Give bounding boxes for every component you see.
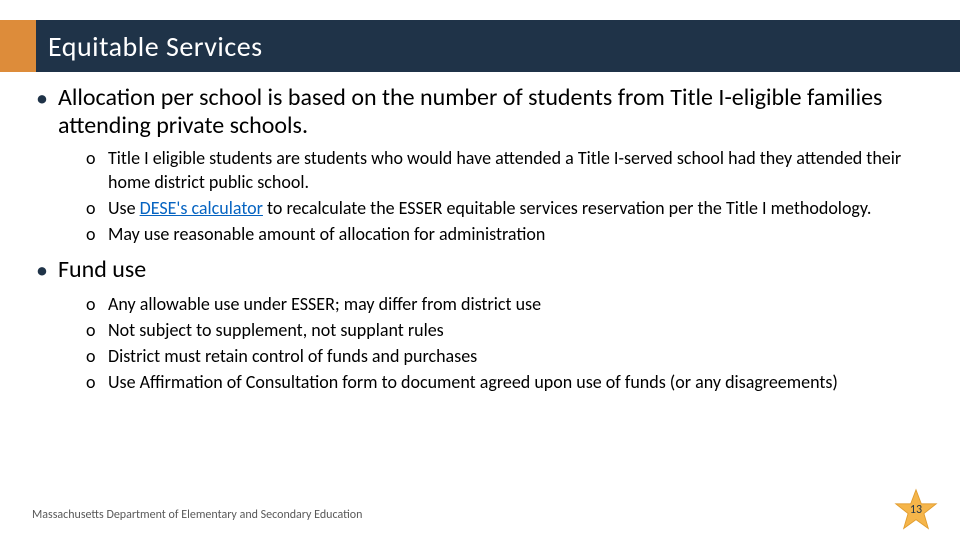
footer-text: Massachusetts Department of Elementary a… xyxy=(32,508,362,522)
slide: Equitable Services • Allocation per scho… xyxy=(0,0,960,540)
content-region: • Allocation per school is based on the … xyxy=(32,84,940,404)
sub-bullet-list: o Any allowable use under ESSER; may dif… xyxy=(86,292,940,394)
bullet-dot-icon: • xyxy=(36,256,48,286)
bullet-dot-icon: • xyxy=(36,84,48,140)
sub-bullet-item: o Not subject to supplement, not supplan… xyxy=(86,318,940,342)
circle-bullet-icon: o xyxy=(86,370,100,394)
sub-bullet-text: Any allowable use under ESSER; may diffe… xyxy=(108,292,940,316)
circle-bullet-icon: o xyxy=(86,344,100,368)
circle-bullet-icon: o xyxy=(86,196,100,220)
page-number: 13 xyxy=(894,488,938,532)
accent-tab xyxy=(0,20,36,72)
bullet-item: • Fund use xyxy=(32,256,940,286)
sub-bullet-text: District must retain control of funds an… xyxy=(108,344,940,368)
sub-bullet-list: o Title I eligible students are students… xyxy=(86,146,940,246)
circle-bullet-icon: o xyxy=(86,222,100,246)
sub-bullet-item: o Use Affirmation of Consultation form t… xyxy=(86,370,940,394)
bullet-text: Allocation per school is based on the nu… xyxy=(58,84,940,140)
sub-bullet-item: o Any allowable use under ESSER; may dif… xyxy=(86,292,940,316)
bullet-item: • Allocation per school is based on the … xyxy=(32,84,940,140)
page-number-star: 13 xyxy=(894,488,938,532)
sub-bullet-item: o Title I eligible students are students… xyxy=(86,146,940,194)
dese-calculator-link[interactable]: DESE's calculator xyxy=(140,197,263,219)
slide-title: Equitable Services xyxy=(48,29,263,64)
circle-bullet-icon: o xyxy=(86,146,100,194)
sub-bullet-text: Not subject to supplement, not supplant … xyxy=(108,318,940,342)
sub-bullet-text: Title I eligible students are students w… xyxy=(108,146,940,194)
bullet-text: Fund use xyxy=(58,256,940,286)
sub-bullet-item: o Use DESE's calculator to recalculate t… xyxy=(86,196,940,220)
sub-bullet-item: o District must retain control of funds … xyxy=(86,344,940,368)
sub-bullet-text: Use DESE's calculator to recalculate the… xyxy=(108,196,940,220)
sub-bullet-item: o May use reasonable amount of allocatio… xyxy=(86,222,940,246)
sub-bullet-text: May use reasonable amount of allocation … xyxy=(108,222,940,246)
title-bar: Equitable Services xyxy=(0,20,960,72)
sub-bullet-text: Use Affirmation of Consultation form to … xyxy=(108,370,940,394)
circle-bullet-icon: o xyxy=(86,318,100,342)
circle-bullet-icon: o xyxy=(86,292,100,316)
